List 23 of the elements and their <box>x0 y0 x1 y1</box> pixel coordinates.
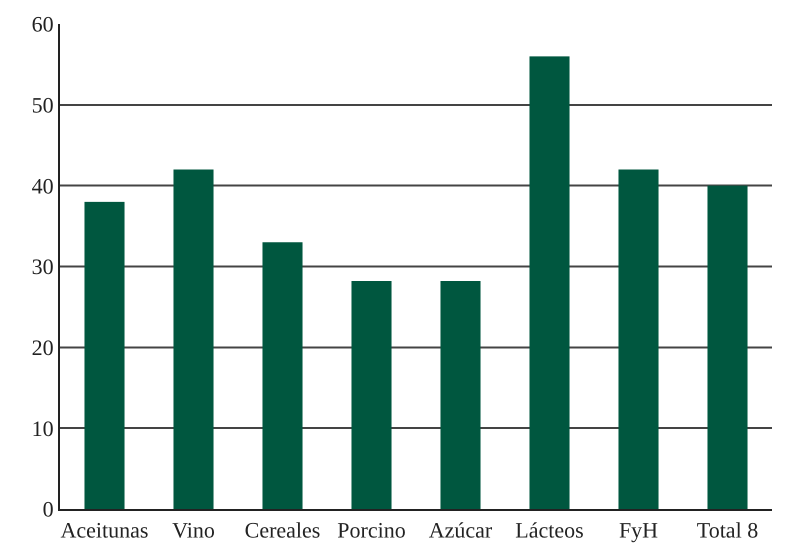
bar <box>618 170 659 509</box>
y-tick-label: 30 <box>32 254 54 280</box>
bar <box>84 202 125 509</box>
y-tick-label: 40 <box>32 173 54 198</box>
y-tick-label: 10 <box>32 416 54 441</box>
bar <box>351 281 392 509</box>
bar <box>707 186 748 509</box>
bar <box>529 56 570 509</box>
x-tick-label: Lácteos <box>515 517 584 542</box>
bar <box>262 242 303 509</box>
x-tick-label: Total 8 <box>696 517 758 542</box>
x-tick-label: Azúcar <box>428 517 493 542</box>
y-tick-label: 0 <box>42 496 54 522</box>
bar <box>173 170 214 509</box>
y-tick-label: 20 <box>32 335 54 360</box>
y-tick-label: 50 <box>32 92 54 118</box>
y-tick-label: 60 <box>32 12 54 37</box>
bar <box>440 281 481 509</box>
x-tick-label: Cereales <box>244 517 320 542</box>
x-tick-label: Vino <box>172 517 215 542</box>
x-tick-label: FyH <box>618 517 658 542</box>
x-tick-label: Aceitunas <box>60 517 148 542</box>
x-tick-label: Porcino <box>337 517 406 542</box>
